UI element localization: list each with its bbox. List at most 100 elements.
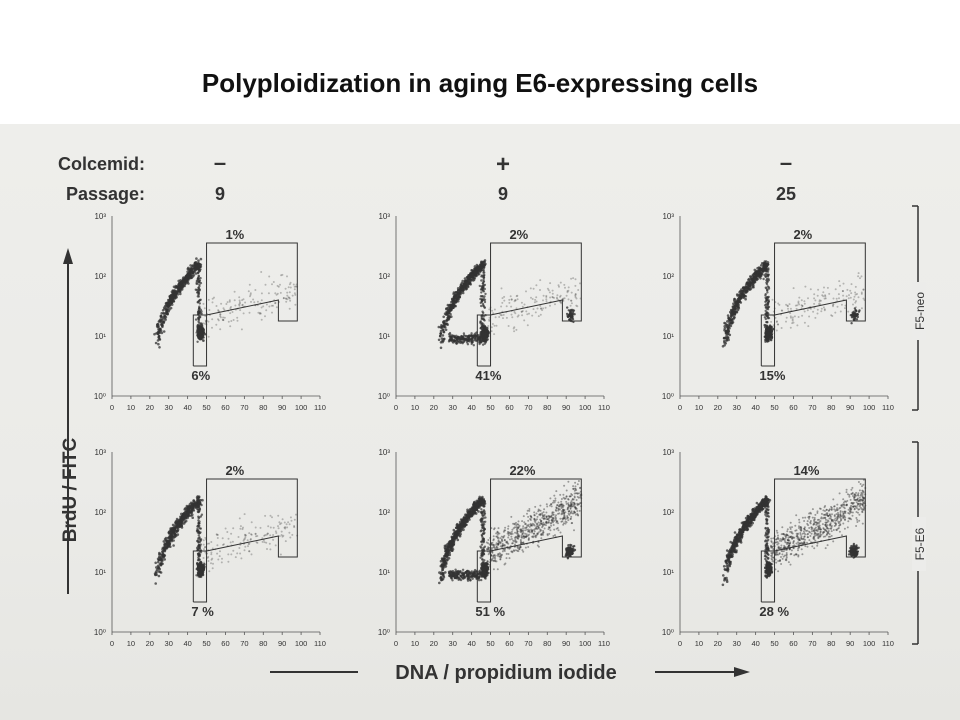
data-point <box>454 534 457 537</box>
data-point <box>563 484 566 487</box>
data-point <box>195 505 198 509</box>
data-point <box>520 310 523 313</box>
data-point <box>208 309 211 311</box>
data-point <box>735 302 738 306</box>
data-point <box>440 337 444 340</box>
data-point <box>463 339 466 343</box>
data-point <box>288 523 291 526</box>
data-point <box>167 301 171 304</box>
data-point <box>574 293 577 295</box>
data-point <box>516 315 519 318</box>
scatter-points <box>153 495 299 585</box>
data-point <box>517 314 520 317</box>
data-point <box>841 290 844 292</box>
data-point <box>197 271 200 274</box>
data-point <box>534 505 537 508</box>
data-point <box>236 316 239 319</box>
col1-colcemid: – <box>214 150 226 175</box>
x-tick-label: 0 <box>110 403 114 412</box>
data-point <box>441 339 444 343</box>
data-point <box>168 295 172 298</box>
data-point <box>272 538 275 541</box>
data-point <box>274 301 277 304</box>
data-point <box>791 316 794 319</box>
data-point <box>452 303 456 306</box>
data-point <box>238 299 241 302</box>
data-point <box>287 286 290 289</box>
data-point <box>744 297 747 301</box>
data-point <box>785 303 788 306</box>
data-point <box>858 309 861 312</box>
data-point <box>159 315 163 318</box>
data-point <box>816 308 819 311</box>
x-tick-label: 110 <box>598 403 610 412</box>
data-point <box>483 260 486 264</box>
data-point <box>808 315 811 318</box>
data-point <box>227 320 230 323</box>
data-point <box>453 340 456 343</box>
data-point <box>483 295 486 298</box>
data-point <box>197 517 200 520</box>
data-point <box>536 515 539 518</box>
data-point <box>165 542 169 545</box>
data-point <box>723 327 727 330</box>
data-point <box>725 338 729 342</box>
data-point <box>521 314 524 317</box>
data-point <box>169 545 172 548</box>
data-point <box>481 343 485 346</box>
data-point <box>249 293 252 296</box>
data-point <box>813 302 816 305</box>
data-point <box>215 323 218 326</box>
data-point <box>258 311 261 314</box>
x-tick-label: 110 <box>882 403 894 412</box>
data-point <box>742 294 746 298</box>
data-point <box>241 303 244 306</box>
data-point <box>569 304 572 307</box>
data-point <box>268 275 271 278</box>
data-point <box>481 332 484 335</box>
data-point <box>540 307 542 310</box>
data-point <box>284 287 287 290</box>
data-point <box>750 278 754 281</box>
data-point <box>282 534 285 537</box>
data-point <box>541 309 544 312</box>
data-point <box>767 329 771 332</box>
data-point <box>160 331 164 335</box>
data-point <box>479 556 482 559</box>
data-point <box>770 335 774 339</box>
data-point <box>738 295 742 298</box>
data-point <box>232 549 235 552</box>
data-point <box>239 302 241 305</box>
data-point <box>170 303 174 306</box>
data-point <box>230 553 233 556</box>
y-tick-label: 10⁰ <box>94 392 106 401</box>
data-point <box>262 305 265 308</box>
data-point <box>238 517 241 520</box>
data-point <box>173 528 177 531</box>
data-point <box>229 307 232 310</box>
data-point <box>227 537 230 540</box>
data-point <box>165 540 169 543</box>
data-point <box>280 534 283 536</box>
y-tick-label: 10³ <box>378 448 390 457</box>
data-point <box>483 273 486 277</box>
data-point <box>197 295 200 298</box>
data-point <box>263 534 266 537</box>
data-point <box>490 330 493 333</box>
data-point <box>488 308 491 311</box>
data-point <box>444 328 448 332</box>
data-point <box>534 298 537 301</box>
data-point <box>530 296 532 299</box>
scatter-panel-4: 0 10 20 30 40 50 60 70 80 90 100 11010⁰10¹10²10³2%7… <box>94 448 326 648</box>
data-point <box>733 316 736 319</box>
data-point <box>196 276 200 280</box>
data-point <box>816 312 819 315</box>
y-tick-label: 10² <box>378 272 390 281</box>
data-point <box>862 288 865 291</box>
data-point <box>156 332 160 335</box>
data-point <box>197 259 200 262</box>
data-point <box>753 275 756 278</box>
data-point <box>555 296 558 299</box>
data-point <box>765 320 768 324</box>
data-point <box>446 307 449 310</box>
